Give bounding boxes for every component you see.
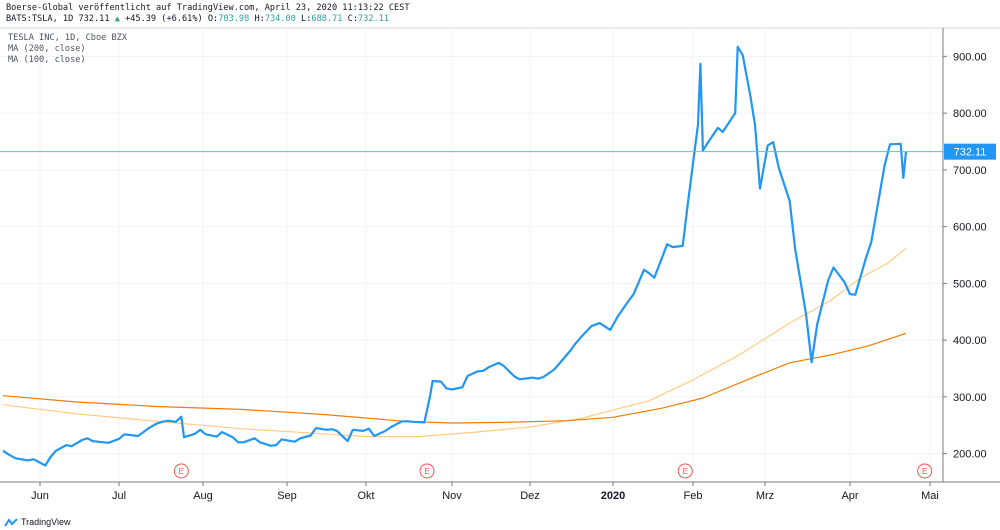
x-tick-label: Apr — [841, 490, 858, 502]
y-tick-label: 800.00 — [953, 108, 987, 120]
close-label: C: — [347, 14, 358, 24]
earnings-marker — [173, 463, 189, 479]
up-arrow-icon: ▲ — [114, 14, 120, 24]
last-price-badge-label: 732.11 — [954, 147, 987, 159]
earnings-marker-label: E — [424, 467, 429, 476]
high-label: H: — [254, 14, 265, 24]
low-value: 688.71 — [311, 14, 343, 24]
tsla-price-line — [2, 45, 908, 467]
y-tick-label: 700.00 — [953, 165, 987, 177]
x-tick-label: Feb — [684, 490, 703, 502]
ma100-line — [2, 332, 907, 424]
y-tick-label: 900.00 — [953, 51, 987, 63]
x-tick-label: Jul — [112, 490, 126, 502]
legend-title: TESLA INC, 1D, Cboe BZX — [8, 33, 127, 43]
footer-brand: TradingView — [4, 517, 71, 527]
low-label: L: — [301, 14, 312, 24]
chart-legend: TESLA INC, 1D, Cboe BZX MA (200, close) … — [8, 33, 127, 66]
y-tick-label: 300.00 — [953, 392, 987, 404]
high-value: 734.00 — [264, 14, 296, 24]
y-tick-label: 500.00 — [953, 278, 987, 290]
x-tick-label: Okt — [357, 490, 374, 502]
x-tick-label: Dez — [520, 490, 540, 502]
earnings-marker — [917, 463, 933, 479]
x-tick-label: Nov — [442, 490, 462, 502]
open-value: 703.98 — [218, 14, 250, 24]
last-price-value: 732.11 — [78, 14, 110, 24]
x-tick-label: Aug — [193, 490, 213, 502]
brand-label: TradingView — [21, 517, 71, 527]
y-tick-label: 200.00 — [953, 449, 987, 461]
open-label: O: — [207, 14, 219, 24]
change-value: +45.39 (+6.61%) — [125, 14, 203, 24]
publish-info: Boerse-Global veröffentlicht auf Trading… — [6, 3, 410, 13]
x-tick-label: 2020 — [601, 490, 625, 502]
earnings-marker-label: E — [179, 467, 184, 476]
earnings-marker-label: E — [922, 467, 927, 476]
chart-grid — [0, 27, 1000, 482]
chart-axes: 200.00 300.00 400.00 500.00 600.00 700.00 800.… — [0, 28, 1000, 502]
symbol-label: BATS:TSLA, 1D — [6, 14, 74, 24]
tradingview-logo-icon — [4, 517, 18, 527]
x-tick-label: Mrz — [756, 490, 774, 502]
x-tick-label: Sep — [277, 490, 297, 502]
earnings-marker-label: E — [683, 467, 688, 476]
x-tick-label: Mai — [921, 490, 939, 502]
x-tick-label: Jun — [31, 490, 49, 502]
ohlc-bar: BATS:TSLA, 1D 732.11 ▲ +45.39 (+6.61%) O… — [6, 14, 389, 24]
close-value: 732.11 — [358, 14, 390, 24]
legend-ma100: MA (100, close) — [8, 55, 86, 65]
earnings-marker — [677, 463, 693, 479]
last-price-badge — [944, 143, 996, 160]
y-tick-label: 400.00 — [953, 335, 987, 347]
y-tick-label: 600.00 — [953, 222, 987, 234]
earnings-marker — [419, 463, 435, 479]
ma200-line — [2, 247, 907, 438]
legend-ma200: MA (200, close) — [8, 44, 86, 54]
